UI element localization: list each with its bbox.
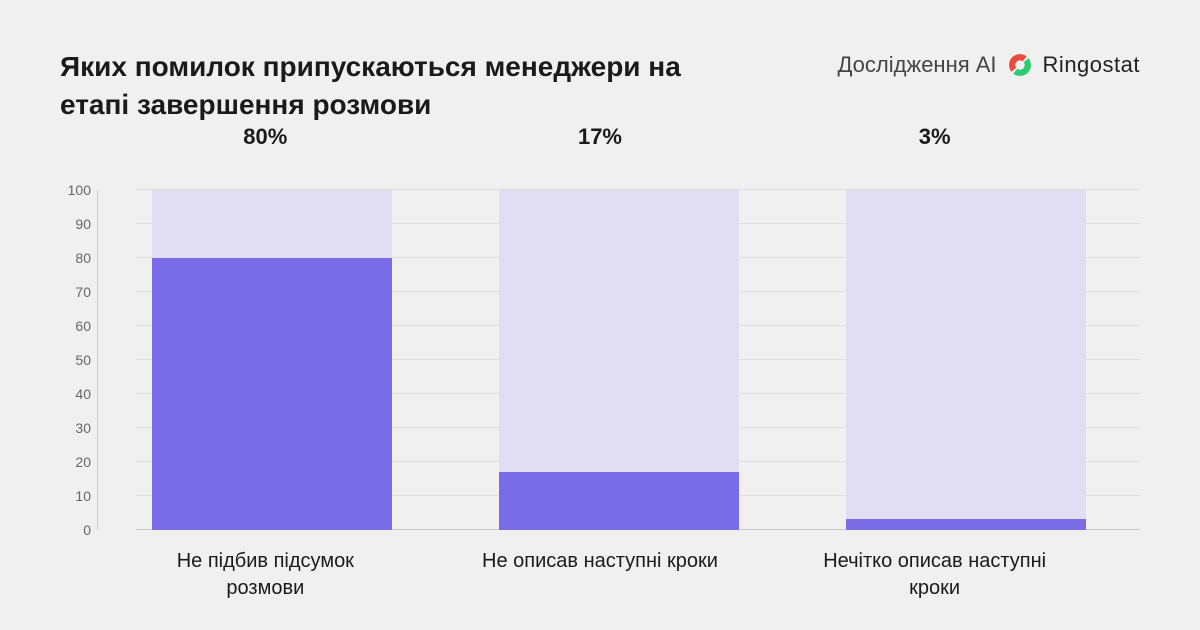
- y-tick: 80: [75, 250, 91, 266]
- y-tick: 40: [75, 386, 91, 402]
- y-tick: 60: [75, 318, 91, 334]
- bar-percent-2: 3%: [815, 124, 1055, 150]
- plot-area: [98, 190, 1140, 530]
- x-labels-row: Не підбив підсумок розмови Не описав нас…: [0, 530, 1200, 602]
- bar-percent-1: 17%: [480, 124, 720, 150]
- percent-row: 80% 17% 3%: [0, 124, 1200, 160]
- header: Яких помилок припускаються менеджери на …: [0, 0, 1200, 124]
- x-label-0: Не підбив підсумок розмови: [135, 548, 395, 602]
- y-tick: 30: [75, 420, 91, 436]
- ringostat-logo-icon: [1007, 52, 1033, 78]
- bar-fill-1: [499, 472, 739, 530]
- y-tick: 70: [75, 284, 91, 300]
- y-tick: 0: [83, 522, 91, 538]
- brand-block: Дослідження AI Ringostat: [838, 48, 1140, 78]
- x-label-2: Нечітко описав наступні кроки: [805, 548, 1065, 602]
- y-tick: 100: [68, 182, 91, 198]
- y-axis: 0102030405060708090100: [60, 190, 98, 530]
- bar-percent-0: 80%: [145, 124, 385, 150]
- bars-container: [98, 190, 1140, 530]
- y-tick: 20: [75, 454, 91, 470]
- bar-bg-2: [846, 190, 1086, 530]
- bar-1: [499, 190, 739, 530]
- y-tick: 50: [75, 352, 91, 368]
- y-tick: 90: [75, 216, 91, 232]
- bar-fill-0: [152, 258, 392, 530]
- brand-name: Ringostat: [1043, 52, 1140, 78]
- chart-area: 0102030405060708090100: [0, 160, 1200, 530]
- chart-title: Яких помилок припускаються менеджери на …: [60, 48, 700, 124]
- source-label: Дослідження AI: [838, 52, 997, 78]
- x-label-1: Не описав наступні кроки: [470, 548, 730, 602]
- bar-2: [846, 190, 1086, 530]
- y-tick: 10: [75, 488, 91, 504]
- bar-0: [152, 190, 392, 530]
- bar-fill-2: [846, 519, 1086, 529]
